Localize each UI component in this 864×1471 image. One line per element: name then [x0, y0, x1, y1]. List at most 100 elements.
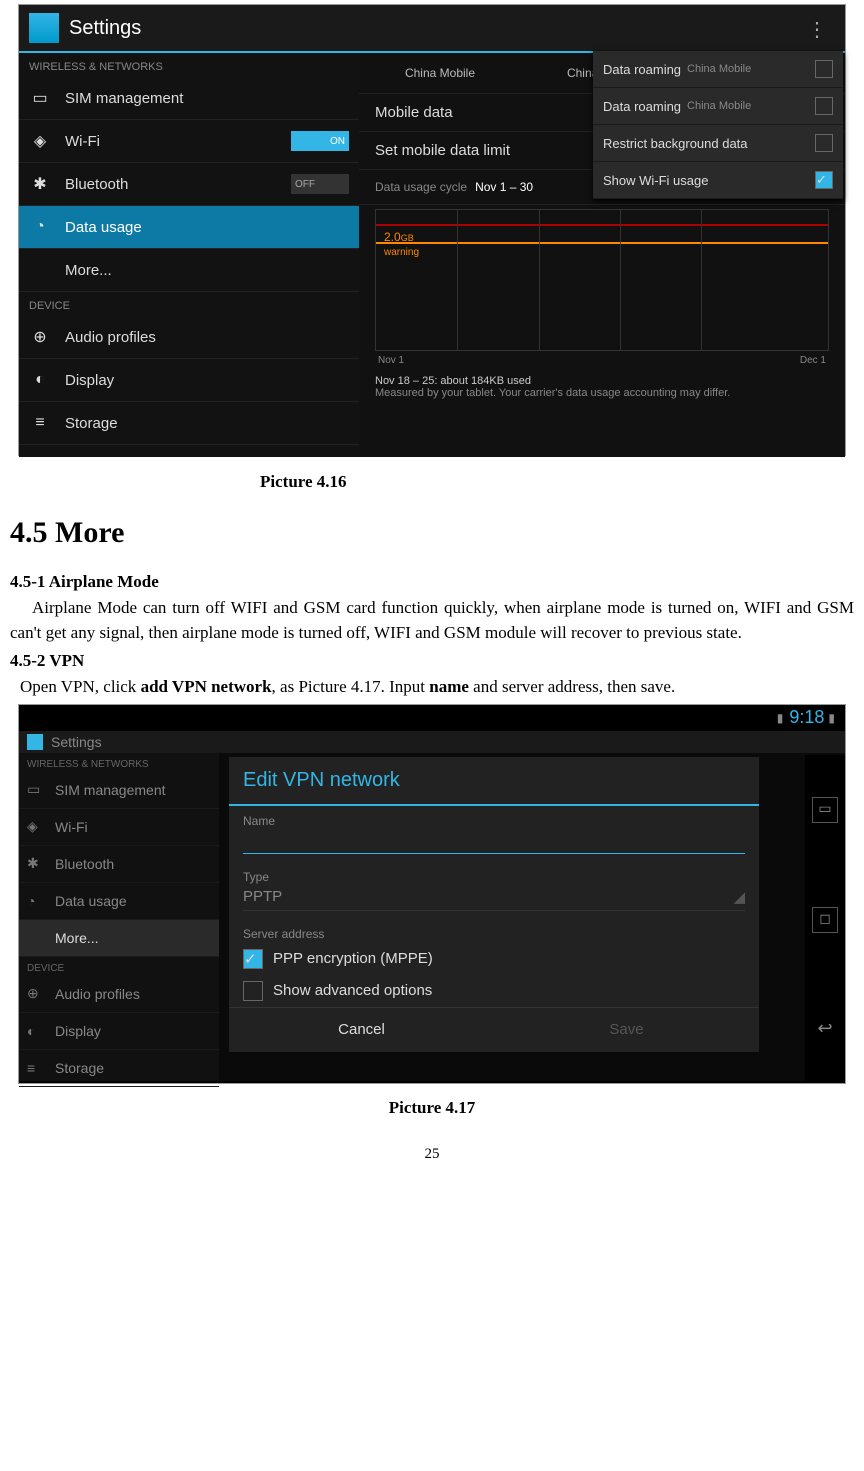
menu-item-roaming2[interactable]: Data roamingChina Mobile — [593, 88, 843, 125]
sidebar-item-sim[interactable]: ▭ SIM management — [19, 772, 219, 809]
sidebar-item-sim[interactable]: ▭SIM management — [19, 77, 359, 120]
wifi-icon: ◈ — [29, 130, 51, 152]
x-end: Dec 1 — [800, 355, 826, 366]
sidebar-item-audio[interactable]: ⊕Audio profiles — [19, 976, 219, 1013]
sidebar-item-more[interactable]: More... — [19, 249, 359, 292]
audio-icon: ⊕ — [27, 985, 45, 1002]
vpn-pane: Edit VPN network Name Type PPTP◢ Server … — [219, 753, 845, 1081]
home-button[interactable]: ◻ — [812, 907, 838, 933]
settings-sidebar: WIRELESS & NETWORKS ▭SIM management ◈ Wi-… — [19, 53, 359, 457]
label: Restrict background data — [603, 136, 748, 151]
clock: 9:18 — [789, 707, 824, 728]
warning-line[interactable] — [376, 242, 828, 244]
storage-icon: ≡ — [29, 412, 51, 434]
page-number: 25 — [10, 1146, 854, 1163]
label: Audio profiles — [65, 329, 349, 346]
battery-icon: ▮ — [828, 711, 835, 725]
bold: add VPN network — [141, 677, 272, 696]
save-button[interactable]: Save — [494, 1008, 759, 1052]
label: Data roaming — [603, 99, 681, 114]
storage-icon: ≡ — [27, 1060, 45, 1076]
sidebar-item-more[interactable]: More... — [19, 920, 219, 957]
limit-line[interactable] — [376, 224, 828, 226]
recents-button[interactable]: ▭ — [812, 797, 838, 823]
paragraph-airplane-mode: Airplane Mode can turn off WIFI and GSM … — [10, 596, 854, 645]
blank-icon — [29, 259, 51, 281]
paragraph-vpn: Open VPN, click add VPN network, as Pict… — [10, 675, 854, 700]
sidebar-item-wifi[interactable]: ◈ Wi-FiON — [19, 120, 359, 163]
type-spinner[interactable]: PPTP ◢ — [243, 884, 745, 911]
label: Show advanced options — [273, 982, 432, 999]
settings-icon — [27, 734, 43, 750]
cycle-label: Data usage cycle — [375, 180, 467, 194]
checkbox[interactable] — [815, 134, 833, 152]
system-navbar: ▭ ◻ ↩ — [805, 755, 845, 1083]
checkbox-ppp-encryption[interactable]: ✓PPP encryption (MPPE) — [229, 943, 759, 975]
bluetooth-switch[interactable]: OFF — [291, 174, 349, 194]
checkbox-icon: ✓ — [243, 949, 263, 969]
menu-item-show-wifi[interactable]: Show Wi-Fi usage ✓ — [593, 162, 843, 199]
wifi-icon: ◈ — [27, 818, 45, 835]
gridline — [457, 210, 458, 350]
sidebar-item-display[interactable]: ◐Display — [19, 1013, 219, 1050]
section-header-device: DEVICE — [19, 292, 359, 316]
menu-item-roaming1[interactable]: Data roamingChina Mobile — [593, 51, 843, 88]
status-bar: ▮ 9:18 ▮ — [19, 705, 845, 731]
cycle-value: Nov 1 – 30 — [475, 180, 533, 194]
sidebar-item-storage[interactable]: ≡ Storage — [19, 1050, 219, 1087]
app-title: Settings — [69, 17, 141, 40]
overflow-menu-icon[interactable]: ⋮ — [807, 17, 827, 42]
label: Type — [243, 870, 745, 884]
sidebar-item-storage[interactable]: ≡Storage — [19, 402, 359, 445]
label: Data usage — [65, 219, 349, 236]
label: Bluetooth — [55, 856, 114, 872]
back-button[interactable]: ↩ — [813, 1017, 837, 1041]
sim-icon: ▭ — [27, 781, 45, 798]
label: Data usage — [55, 893, 127, 909]
sidebar-item-bluetooth[interactable]: ✱Bluetooth — [19, 846, 219, 883]
tab-sim1[interactable]: China Mobile — [359, 53, 521, 93]
carrier: China Mobile — [687, 63, 751, 75]
section-header-device: DEVICE — [19, 957, 219, 976]
label: More... — [65, 262, 349, 279]
sidebar-item-data-usage[interactable]: ◔Data usage — [19, 883, 219, 920]
label: Storage — [55, 1060, 104, 1076]
label: Name — [243, 814, 745, 828]
checkbox[interactable] — [815, 97, 833, 115]
value: PPTP — [243, 888, 282, 906]
sidebar-item-data-usage[interactable]: ◔ Data usage — [19, 206, 359, 249]
text: warning — [384, 247, 419, 258]
section-header-wireless: WIRELESS & NETWORKS — [19, 53, 359, 77]
section-heading: 4.5 More — [10, 516, 854, 550]
label: SIM management — [55, 782, 166, 798]
sidebar-item-display[interactable]: ◐Display — [19, 359, 359, 402]
usage-summary: Nov 18 – 25: about 184KB usedMeasured by… — [359, 369, 845, 405]
label: Show Wi-Fi usage — [603, 173, 708, 188]
data-usage-icon: ◔ — [29, 216, 51, 238]
checkbox-checked[interactable]: ✓ — [815, 171, 833, 189]
sidebar-item-audio[interactable]: ⊕Audio profiles — [19, 316, 359, 359]
sidebar-item-bluetooth[interactable]: ✱BluetoothOFF — [19, 163, 359, 206]
label: More... — [55, 930, 99, 946]
display-icon: ◐ — [29, 369, 51, 391]
subsection-heading-2: 4.5-2 VPN — [10, 651, 854, 671]
label: Wi-Fi — [65, 133, 291, 150]
screenshot-vpn-dialog: ▮ 9:18 ▮ Settings WIRELESS & NETWORKS ▭S… — [18, 704, 846, 1084]
label: Wi-Fi — [55, 819, 88, 835]
checkbox[interactable] — [815, 60, 833, 78]
dropdown-icon: ◢ — [733, 888, 745, 906]
checkbox-advanced[interactable]: Show advanced options — [229, 975, 759, 1007]
sidebar-item-wifi[interactable]: ◈ Wi-Fi — [19, 809, 219, 846]
wifi-switch[interactable]: ON — [291, 131, 349, 151]
cancel-button[interactable]: Cancel — [229, 1008, 494, 1052]
field-name: Name — [229, 806, 759, 862]
name-input[interactable] — [243, 828, 745, 854]
menu-item-restrict-bg[interactable]: Restrict background data — [593, 125, 843, 162]
data-usage-chart[interactable]: 2.0GBwarning Nov 1 Dec 1 — [375, 209, 829, 351]
section-header-wireless: WIRELESS & NETWORKS — [19, 753, 219, 772]
subsection-heading-1: 4.5-1 Airplane Mode — [10, 572, 854, 592]
bluetooth-icon: ✱ — [29, 173, 51, 195]
checkbox-icon — [243, 981, 263, 1001]
figure-caption-1: Picture 4.16 — [260, 472, 854, 492]
sim-icon: ▭ — [29, 87, 51, 109]
